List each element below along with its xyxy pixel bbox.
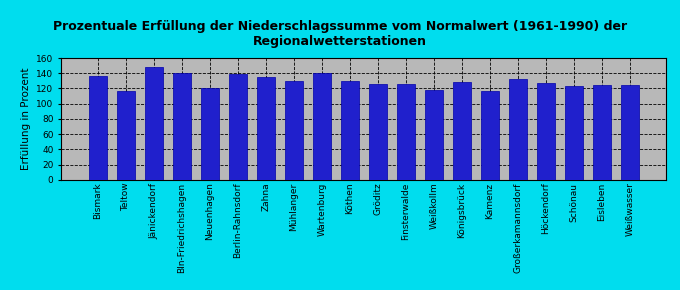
Bar [173, 73, 191, 180]
Bar [481, 91, 499, 180]
Bar [369, 84, 387, 180]
Bar [313, 73, 331, 180]
Bar [117, 92, 135, 180]
Bar [396, 84, 415, 180]
Bar [88, 75, 107, 180]
Bar [425, 90, 443, 180]
Bar [145, 67, 163, 180]
Bar [285, 81, 303, 180]
Bar [564, 86, 583, 180]
Bar [453, 82, 471, 180]
Bar [257, 77, 275, 180]
Bar [537, 83, 555, 180]
Y-axis label: Erfüllung in Prozent: Erfüllung in Prozent [21, 68, 31, 170]
Bar [593, 85, 611, 180]
Bar [228, 74, 247, 180]
Bar [341, 81, 359, 180]
Bar [201, 88, 219, 180]
Bar [621, 85, 639, 180]
Text: Prozentuale Erfüllung der Niederschlagssumme vom Normalwert (1961-1990) der
Regi: Prozentuale Erfüllung der Niederschlagss… [53, 20, 627, 48]
Bar [509, 79, 527, 180]
